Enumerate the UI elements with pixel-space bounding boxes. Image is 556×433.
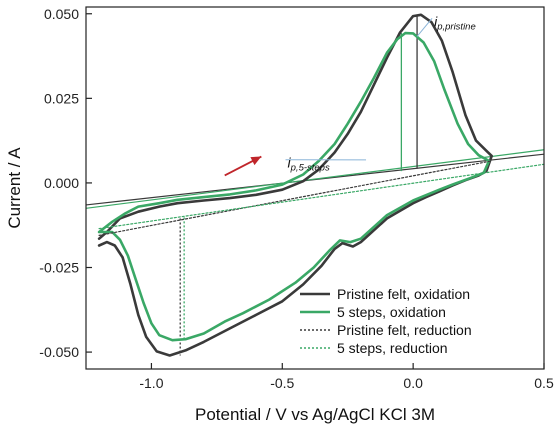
scan-direction-arrowhead bbox=[250, 156, 262, 166]
baseline-layer bbox=[85, 149, 545, 209]
y-tick-label: 0.050 bbox=[44, 6, 79, 22]
x-tick-label: 0.0 bbox=[403, 375, 423, 391]
y-tick-label: 0.000 bbox=[44, 175, 79, 191]
legend-label: Pristine felt, oxidation bbox=[337, 286, 470, 302]
y-tick-label: -0.050 bbox=[39, 344, 79, 360]
baseline bbox=[85, 149, 545, 209]
plot-frame bbox=[85, 6, 545, 370]
series-line bbox=[97, 31, 491, 342]
legend: Pristine felt, oxidation 5 steps, oxidati… bbox=[300, 286, 472, 356]
series-layer bbox=[97, 13, 545, 357]
annotation-leader bbox=[416, 17, 433, 37]
x-tick-label: 0.5 bbox=[534, 375, 554, 391]
x-tick-label: -0.5 bbox=[270, 375, 294, 391]
legend-label: 5 steps, reduction bbox=[337, 340, 448, 356]
x-axis-title: Potential / V vs Ag/AgCl KCl 3M bbox=[195, 405, 435, 424]
y-axis-title: Current / A bbox=[5, 147, 24, 229]
legend-label: 5 steps, oxidation bbox=[337, 304, 446, 320]
series-line bbox=[97, 13, 493, 357]
y-tick-label: 0.025 bbox=[44, 90, 79, 106]
peak-current-label: ip,pristine bbox=[434, 13, 476, 32]
peak-marker-layer bbox=[179, 14, 418, 356]
series-line bbox=[98, 163, 545, 230]
series-line bbox=[98, 160, 493, 236]
peak-current-label: ip,5-steps bbox=[288, 155, 330, 174]
y-tick-label: -0.025 bbox=[39, 260, 79, 276]
tick-layer: -1.0 -0.5 0.0 0.5 0.050 0.025 0.000 -0.025 -0.05… bbox=[39, 6, 554, 391]
legend-label: Pristine felt, reduction bbox=[337, 322, 472, 338]
annotation-layer: ip,pristine ip,5-steps bbox=[224, 13, 476, 177]
x-tick-label: -1.0 bbox=[139, 375, 163, 391]
